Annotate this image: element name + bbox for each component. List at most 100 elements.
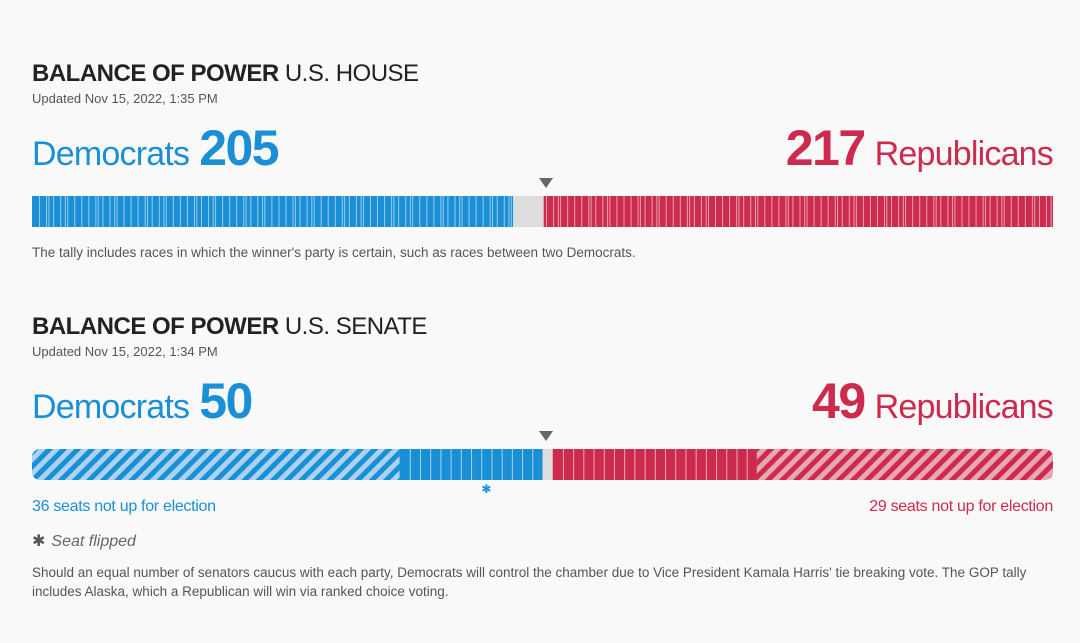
house-seat-divider: [294, 196, 296, 227]
house-seat-divider: [855, 196, 857, 227]
senate-seat-divider: [593, 449, 595, 480]
house-seat-divider: [848, 196, 850, 227]
senate-seat-divider: [665, 449, 667, 480]
house-seat-divider: [778, 196, 780, 227]
house-seat-divider: [67, 196, 69, 227]
house-seat-divider: [736, 196, 738, 227]
house-seat-divider: [952, 196, 954, 227]
house-seat-divider: [1031, 196, 1033, 227]
senate-seat-divider: [471, 449, 473, 480]
house-title: BALANCE OF POWER U.S. HOUSE: [32, 60, 1053, 88]
house-seat-divider: [1050, 196, 1052, 227]
house-seat-divider: [271, 196, 273, 227]
house-seat-divider: [553, 196, 555, 227]
house-seat-divider: [785, 196, 787, 227]
house-seat-divider: [884, 196, 886, 227]
house-seat-divider: [369, 196, 371, 227]
house-seat-divider: [581, 196, 583, 227]
house-seat-divider: [982, 196, 984, 227]
house-seat-divider: [306, 196, 308, 227]
senate-seat-divider: [736, 449, 738, 480]
house-seat-divider: [560, 196, 562, 227]
house-seat-divider: [172, 196, 174, 227]
house-seat-divider: [898, 196, 900, 227]
house-seat-divider: [853, 196, 855, 227]
senate-seat-divider: [726, 449, 728, 480]
house-seat-divider: [496, 196, 498, 227]
senate-seat-divider: [573, 449, 575, 480]
house-seat-divider: [891, 196, 893, 227]
house-seat-divider: [771, 196, 773, 227]
house-seat-divider: [215, 196, 217, 227]
house-seat-divider: [60, 196, 62, 227]
house-seat-divider: [940, 196, 942, 227]
house-seat-divider: [114, 196, 116, 227]
house-seat-divider: [165, 196, 167, 227]
house-seat-divider: [919, 196, 921, 227]
senate-seat-divider: [450, 449, 452, 480]
house-seat-divider: [398, 196, 400, 227]
senate-seat-divider: [613, 449, 615, 480]
senate-title: BALANCE OF POWER U.S. SENATE: [32, 313, 1053, 341]
house-seat-divider: [468, 196, 470, 227]
house-seat-divider: [693, 196, 695, 227]
house-seat-divider: [492, 196, 494, 227]
senate-seat-divider: [675, 449, 677, 480]
house-seat-divider: [144, 196, 146, 227]
senate-seat-divider: [409, 449, 411, 480]
house-seat-divider: [264, 196, 266, 227]
house-seat-divider: [489, 196, 491, 227]
senate-undecided-segment: [542, 449, 553, 480]
house-seat-divider: [588, 196, 590, 227]
house-seat-divider: [440, 196, 442, 227]
house-seat-divider: [163, 196, 165, 227]
house-seat-divider: [912, 196, 914, 227]
senate-seat-divider: [522, 449, 524, 480]
house-seat-divider: [609, 196, 611, 227]
senate-seat-divider: [695, 449, 697, 480]
house-seat-divider: [459, 196, 461, 227]
house-seat-divider: [630, 196, 632, 227]
house-seat-divider: [97, 196, 99, 227]
senate-rep-label: Republicans: [874, 388, 1054, 426]
house-seat-divider: [393, 196, 395, 227]
house-seat-divider: [804, 196, 806, 227]
house-seat-divider: [984, 196, 986, 227]
senate-dem-not-up-segment: [32, 449, 400, 480]
house-seat-divider: [179, 196, 181, 227]
house-seat-divider: [278, 196, 280, 227]
senate-seat-divider: [481, 449, 483, 480]
house-seat-divider: [820, 196, 822, 227]
house-parties: Democrats 205 217 Republicans: [32, 120, 1054, 177]
senate-seat-divider: [511, 449, 513, 480]
house-rep-label: Republicans: [874, 135, 1054, 173]
senate-seat-divider: [430, 449, 432, 480]
seat-flipped-legend: ✱ Seat flipped: [32, 531, 136, 551]
house-seat-divider: [503, 196, 505, 227]
house-seat-divider: [447, 196, 449, 227]
senate-seat-bar-svg: [32, 449, 1053, 480]
house-seat-divider: [1024, 196, 1026, 227]
house-seat-divider: [510, 196, 512, 227]
house-seat-divider: [186, 196, 188, 227]
house-seat-divider: [644, 196, 646, 227]
house-seat-divider: [327, 196, 329, 227]
house-seat-divider: [705, 196, 707, 227]
house-seat-divider: [229, 196, 231, 227]
house-seat-divider: [1038, 196, 1040, 227]
house-seat-divider: [109, 196, 111, 227]
house-seat-divider: [412, 196, 414, 227]
house-seat-divider: [935, 196, 937, 227]
house-democrats: Democrats 205: [32, 119, 280, 177]
house-seat-bar: [32, 196, 1053, 227]
house-seat-divider: [834, 196, 836, 227]
house-note: The tally includes races in which the wi…: [32, 245, 636, 260]
senate-dem-count: 50: [199, 373, 253, 429]
flipped-seat-asterisk-icon: ✱: [481, 482, 492, 496]
house-seat-divider: [426, 196, 428, 227]
house-seat-divider: [137, 196, 139, 227]
house-seat-divider: [623, 196, 625, 227]
house-seat-divider: [975, 196, 977, 227]
house-seat-divider: [130, 196, 132, 227]
senate-title-bold: BALANCE OF POWER: [32, 313, 279, 340]
